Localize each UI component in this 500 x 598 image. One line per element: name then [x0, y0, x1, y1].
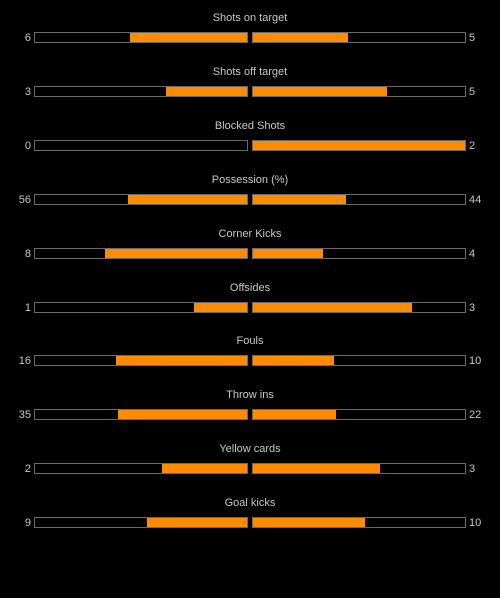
- home-value: 56: [18, 194, 31, 206]
- home-bar: [34, 86, 248, 97]
- home-bar-fill: [147, 518, 247, 527]
- away-bar-fill: [253, 356, 334, 365]
- away-value: 3: [469, 302, 476, 314]
- stat-row-shots-on-target: Shots on target 6 5: [0, 11, 500, 51]
- stat-row-offsides: Offsides 1 3: [0, 281, 500, 321]
- away-bar-fill: [253, 303, 412, 312]
- home-bar: [34, 517, 248, 528]
- away-bar: [252, 86, 466, 97]
- stat-label: Possession (%): [211, 174, 289, 186]
- away-bar-fill: [253, 141, 465, 150]
- away-bar: [252, 517, 466, 528]
- stat-row-shots-off-target: Shots off target 3 5: [0, 65, 500, 105]
- stat-label: Shots on target: [212, 12, 288, 24]
- home-bar-fill: [130, 33, 247, 42]
- away-bar: [252, 463, 466, 474]
- home-bar: [34, 32, 248, 43]
- stat-label: Corner Kicks: [218, 228, 282, 240]
- home-value: 9: [24, 517, 31, 529]
- home-bar-fill: [115, 356, 247, 365]
- stat-label: Throw ins: [226, 389, 274, 401]
- home-value: 3: [24, 86, 31, 98]
- home-bar: [34, 302, 248, 313]
- home-bar: [34, 248, 248, 259]
- home-bar: [34, 463, 248, 474]
- home-value: 8: [24, 248, 31, 260]
- away-bar: [252, 194, 466, 205]
- away-value: 5: [469, 32, 476, 44]
- away-bar-fill: [253, 464, 381, 473]
- stat-row-corner-kicks: Corner Kicks 8 4: [0, 227, 500, 267]
- away-value: 10: [469, 355, 482, 367]
- away-bar: [252, 409, 466, 420]
- home-bar: [34, 140, 248, 151]
- away-value: 22: [469, 409, 482, 421]
- away-value: 3: [469, 463, 476, 475]
- away-bar-fill: [253, 195, 347, 204]
- stat-row-throw-ins: Throw ins 35 22: [0, 388, 500, 428]
- away-bar: [252, 32, 466, 43]
- away-bar: [252, 302, 466, 313]
- stat-label: Shots off target: [212, 66, 288, 78]
- home-bar-fill: [194, 303, 247, 312]
- away-value: 44: [469, 194, 482, 206]
- stat-row-goal-kicks: Goal kicks 9 10: [0, 496, 500, 536]
- home-value: 35: [18, 409, 31, 421]
- away-bar-fill: [253, 87, 387, 96]
- home-value: 2: [24, 463, 31, 475]
- away-bar-fill: [253, 33, 349, 42]
- stat-row-fouls: Fouls 16 10: [0, 334, 500, 374]
- home-bar: [34, 409, 248, 420]
- away-bar: [252, 140, 466, 151]
- home-bar-fill: [128, 195, 247, 204]
- home-bar-fill: [104, 249, 247, 258]
- home-value: 6: [24, 32, 31, 44]
- home-value: 1: [24, 302, 31, 314]
- home-bar-fill: [166, 87, 247, 96]
- home-value: 16: [18, 355, 31, 367]
- stat-row-blocked-shots: Blocked Shots 0 2: [0, 119, 500, 159]
- stat-label: Goal kicks: [224, 497, 276, 509]
- away-value: 10: [469, 517, 482, 529]
- home-bar-fill: [117, 410, 247, 419]
- home-value: 0: [24, 140, 31, 152]
- home-bar: [34, 355, 248, 366]
- stat-label: Yellow cards: [219, 443, 281, 455]
- home-bar-fill: [162, 464, 247, 473]
- stat-row-yellow-cards: Yellow cards 2 3: [0, 442, 500, 482]
- stat-label: Offsides: [229, 282, 271, 294]
- away-bar: [252, 355, 466, 366]
- away-value: 4: [469, 248, 476, 260]
- stat-row-possession: Possession (%) 56 44: [0, 173, 500, 213]
- away-bar: [252, 248, 466, 259]
- away-bar-fill: [253, 410, 336, 419]
- away-value: 2: [469, 140, 476, 152]
- home-bar: [34, 194, 248, 205]
- away-bar-fill: [253, 518, 366, 527]
- stat-label: Fouls: [236, 335, 264, 347]
- stat-label: Blocked Shots: [214, 120, 286, 132]
- away-value: 5: [469, 86, 476, 98]
- away-bar-fill: [253, 249, 323, 258]
